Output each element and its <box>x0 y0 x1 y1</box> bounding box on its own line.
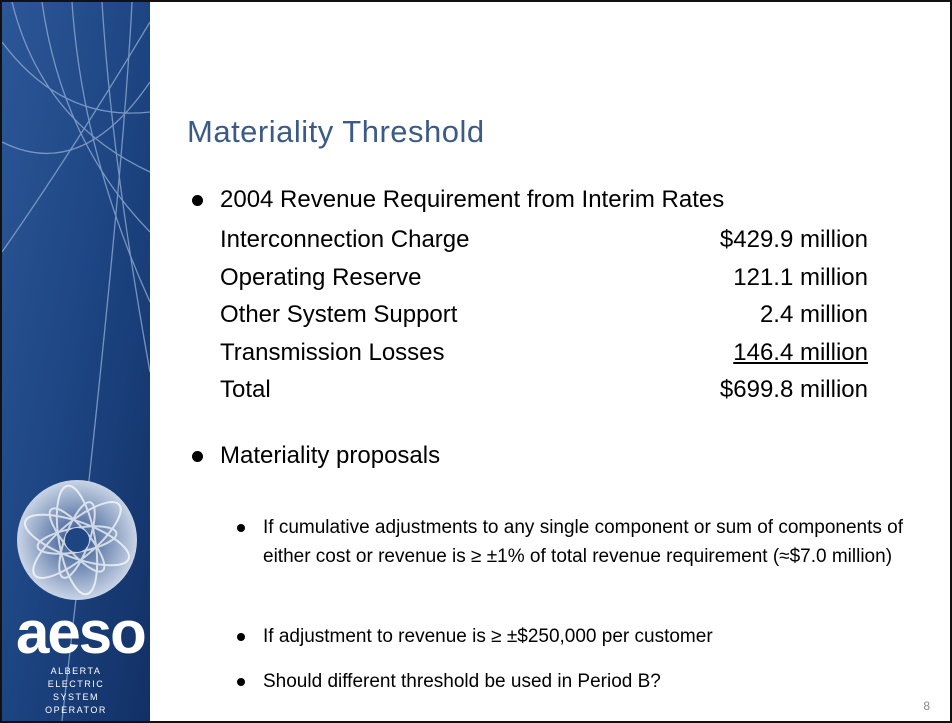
row-amount: 146.4 million <box>733 338 868 366</box>
row-amount: 2.4 million <box>759 301 868 328</box>
subbullet-dot <box>237 633 245 641</box>
logo-line: OPERATOR <box>45 705 107 715</box>
subbullet-dot <box>237 524 245 532</box>
page-number: 8 <box>923 699 930 713</box>
sidebar <box>2 2 150 721</box>
row-amount: $429.9 million <box>719 226 868 253</box>
slide-title: Materiality Threshold <box>187 114 485 149</box>
subbullet: If adjustment to revenue is ≥ ±$250,000 … <box>263 626 713 647</box>
logo-name: aeso <box>16 599 147 666</box>
logo-line: ALBERTA <box>50 666 102 676</box>
bullet-dot <box>192 195 203 206</box>
logo-line: ELECTRIC <box>47 679 105 689</box>
row-label: Transmission Losses <box>220 338 445 366</box>
row-amount: $699.8 million <box>719 376 868 403</box>
row-label: Interconnection Charge <box>220 226 470 253</box>
row-label: Operating Reserve <box>220 263 422 291</box>
row-label: Total <box>220 376 271 403</box>
row-label: Other System Support <box>220 301 458 328</box>
bullet: 2004 Revenue Requirement from Interim Ra… <box>220 186 725 213</box>
bullet: Materiality proposals <box>220 442 441 469</box>
logo-line: SYSTEM <box>52 692 99 702</box>
row-amount: 121.1 million <box>733 263 868 291</box>
subbullet: Should different threshold be used in Pe… <box>263 671 661 692</box>
subbullet: If cumulative adjustments to any single … <box>263 517 903 567</box>
subbullet-dot <box>237 678 245 686</box>
bullet-dot <box>192 451 203 462</box>
